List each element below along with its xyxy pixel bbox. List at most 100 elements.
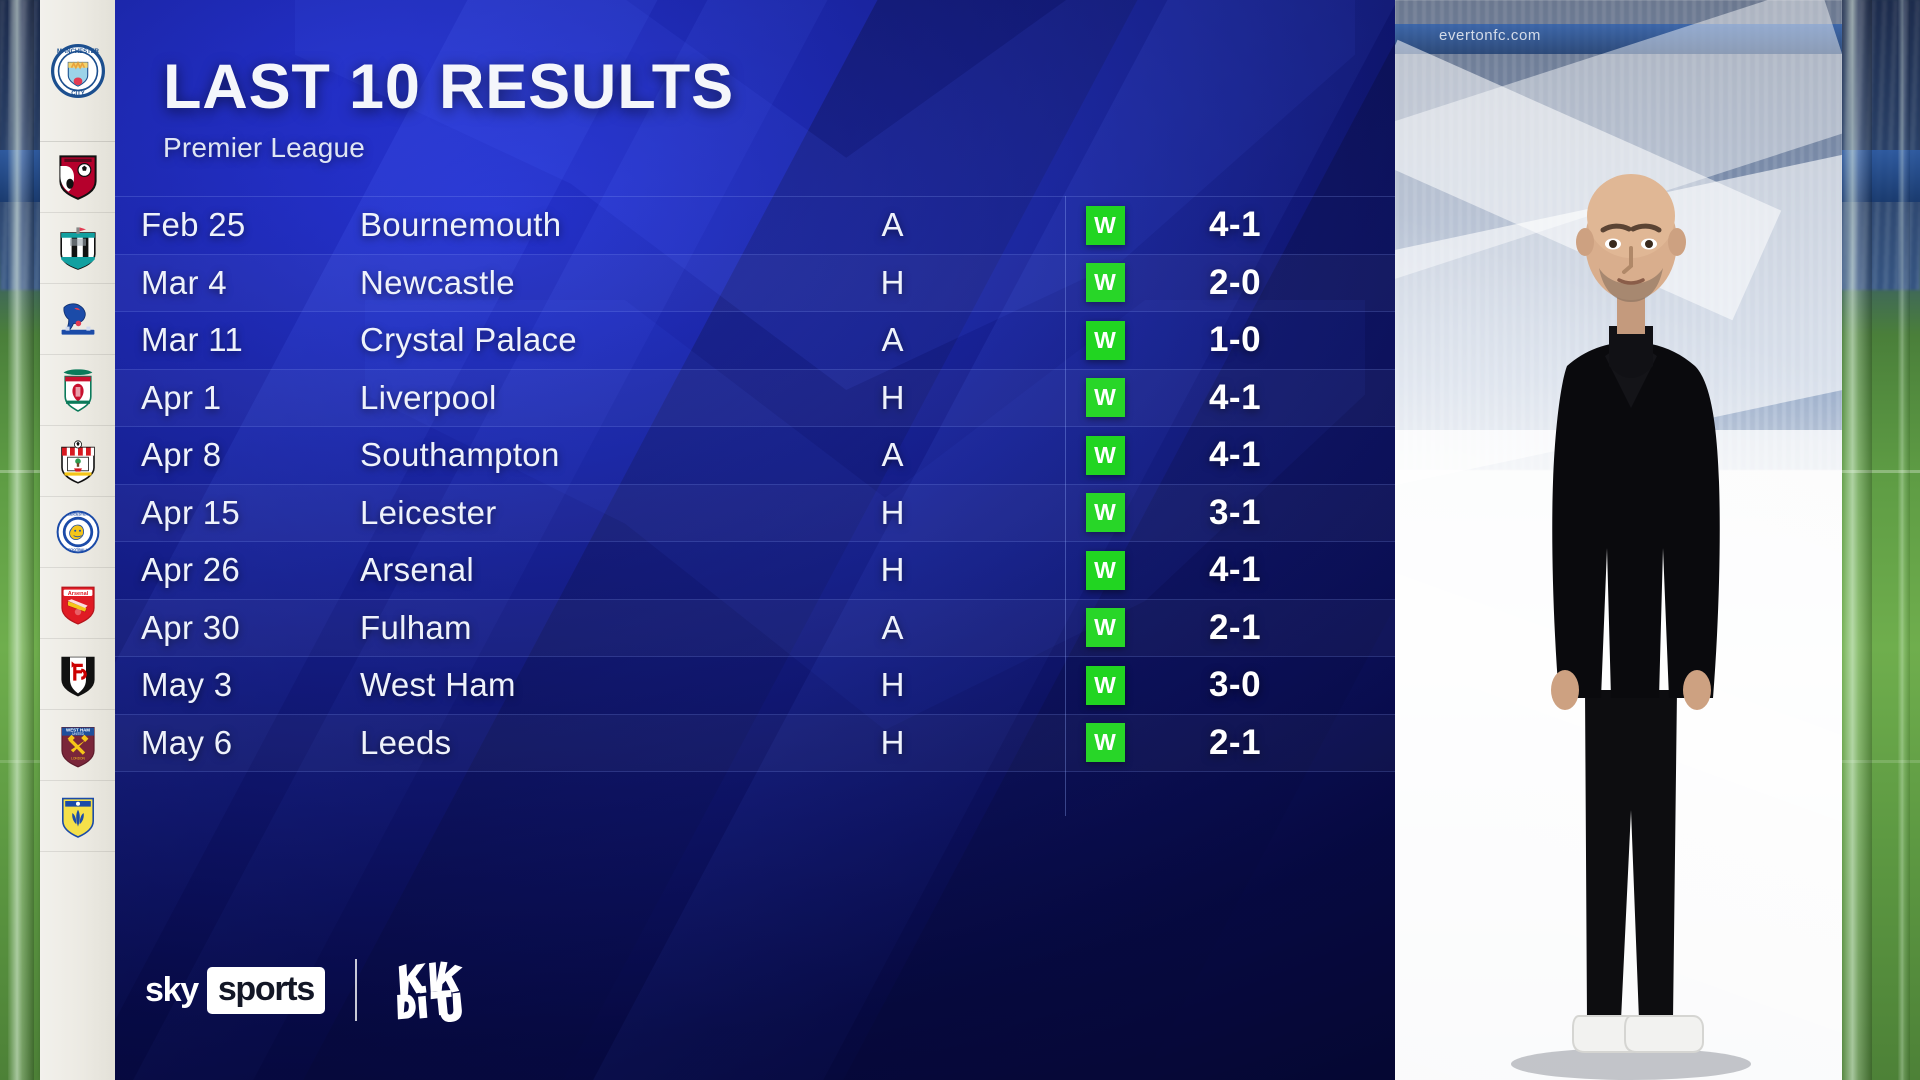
cell-outcome: W (1050, 435, 1160, 475)
sky-wordmark: sky (145, 970, 199, 1009)
cell-venue: A (881, 321, 904, 359)
svg-text:WEST HAM: WEST HAM (66, 728, 90, 733)
crest-cell-leicester[interactable]: LEICESTER FOOTBALL (40, 497, 115, 568)
table-row: May 3 West Ham H W 3-0 (115, 656, 1395, 714)
cell-date: Apr 26 (141, 551, 241, 589)
cell-venue: A (881, 436, 904, 474)
cell-opponent: Bournemouth (360, 206, 562, 244)
cell-date: Apr 30 (141, 608, 241, 646)
outcome-badge-win: W (1085, 608, 1125, 648)
table-row: Apr 8 Southampton A W 4-1 (115, 426, 1395, 484)
cell-date: Apr 1 (141, 378, 222, 416)
crystal-palace-crest (61, 303, 94, 335)
table-row: May 6 Leeds H W 2-1 (115, 713, 1395, 772)
cell-venue: H (880, 263, 905, 301)
arsenal-crest: Arsenal (60, 586, 95, 625)
manager-portrait (1511, 174, 1751, 1080)
cell-date: Apr 15 (141, 493, 241, 531)
svg-text:Arsenal: Arsenal (67, 591, 88, 597)
crest-cell-bournemouth[interactable] (40, 142, 115, 213)
svg-text:UNITED: UNITED (72, 732, 85, 736)
right-glass-pillar (1842, 0, 1872, 1080)
west-ham-crest: WEST HAM UNITED LONDON (60, 727, 95, 768)
cell-venue: H (880, 666, 905, 704)
right-glass-pillar-edge (1898, 0, 1910, 1080)
table-row: Apr 15 Leicester H W 3-1 (115, 483, 1395, 542)
cell-score: 1-0 (1208, 320, 1262, 360)
crest-cell-newcastle[interactable] (40, 213, 115, 284)
outcome-badge-win: W (1085, 723, 1125, 763)
cell-opponent: Newcastle (360, 263, 515, 301)
outcome-badge-win: W (1085, 378, 1125, 418)
cell-score: 2-1 (1208, 607, 1262, 647)
outcome-badge-win: W (1085, 205, 1125, 245)
table-row: Feb 25 Bournemouth A W 4-1 (115, 196, 1395, 254)
man-city-crest: MANCHESTER CITY (50, 43, 105, 98)
footer-logos: sky sports (145, 948, 471, 1032)
cell-score: 4-1 (1208, 377, 1262, 417)
cell-venue: H (880, 723, 905, 761)
kick-it-out-logo[interactable] (387, 948, 471, 1032)
fulham-crest (60, 656, 95, 697)
bournemouth-crest (58, 155, 97, 200)
newcastle-crest (59, 227, 96, 270)
leicester-crest: LEICESTER FOOTBALL (56, 510, 99, 554)
cell-outcome: W (1050, 493, 1160, 533)
sky-sports-logo[interactable]: sky sports (145, 966, 325, 1014)
outcome-badge-win: W (1085, 493, 1125, 533)
cell-score: 2-0 (1208, 262, 1262, 302)
cell-venue: H (880, 378, 905, 416)
outcome-badge-win: W (1085, 263, 1125, 303)
cell-venue: H (880, 551, 905, 589)
panel-header: LAST 10 RESULTS Premier League (163, 56, 734, 164)
cell-date: Feb 25 (141, 206, 246, 244)
sports-wordmark: sports (217, 969, 315, 1008)
sports-wordmark-box: sports (206, 966, 325, 1014)
cell-opponent: Crystal Palace (360, 321, 577, 359)
crest-cell-west-ham[interactable]: WEST HAM UNITED LONDON (40, 710, 115, 781)
outcome-badge-win: W (1085, 550, 1125, 590)
club-crest-rail: MANCHESTER CITY (40, 0, 115, 1080)
svg-text:FOOTBALL: FOOTBALL (68, 548, 88, 552)
page-subtitle: Premier League (163, 132, 366, 163)
crest-cell-man-city[interactable]: MANCHESTER CITY (40, 0, 115, 142)
cell-outcome: W (1050, 723, 1160, 763)
cell-date: Mar 11 (141, 321, 244, 359)
outcome-badge-win: W (1085, 435, 1125, 475)
crest-cell-southampton[interactable] (40, 426, 115, 497)
outcome-badge-win: W (1085, 320, 1125, 360)
table-row: Mar 4 Newcastle H W 2-0 (115, 253, 1395, 312)
crest-cell-liverpool[interactable] (40, 355, 115, 426)
cell-opponent: Leeds (360, 723, 452, 761)
svg-text:CITY: CITY (71, 90, 85, 96)
left-glass-pillar (8, 0, 34, 1080)
cell-date: Apr 8 (141, 436, 222, 474)
crest-cell-arsenal[interactable]: Arsenal (40, 568, 115, 639)
cell-score: 4-1 (1208, 435, 1262, 475)
cell-opponent: Leicester (360, 493, 497, 531)
table-row: Apr 26 Arsenal H W 4-1 (115, 541, 1395, 599)
manager-panel: evertonfc.com (1395, 0, 1842, 1080)
cell-venue: A (881, 608, 904, 646)
cell-score: 3-1 (1208, 492, 1262, 532)
page-title: LAST 10 RESULTS (163, 52, 734, 122)
cell-outcome: W (1050, 550, 1160, 590)
liverpool-crest (63, 369, 92, 412)
cell-venue: A (881, 206, 904, 244)
cell-opponent: Southampton (360, 436, 560, 474)
advert-board-text: evertonfc.com (1439, 27, 1542, 44)
footer-divider (354, 959, 357, 1021)
southampton-crest (60, 440, 95, 484)
cell-score: 3-0 (1208, 665, 1262, 705)
crest-cell-crystal-palace[interactable] (40, 284, 115, 355)
crest-cell-fulham[interactable] (40, 639, 115, 710)
results-panel: LAST 10 RESULTS Premier League Feb 25 Bou… (115, 0, 1395, 1080)
cell-opponent: West Ham (360, 666, 516, 704)
svg-text:LONDON: LONDON (71, 757, 85, 761)
cell-score: 4-1 (1208, 550, 1262, 590)
crest-cell-leeds[interactable] (40, 781, 115, 852)
cell-score: 4-1 (1208, 205, 1262, 245)
cell-date: Mar 4 (141, 263, 227, 301)
table-row: Apr 1 Liverpool H W 4-1 (115, 368, 1395, 427)
